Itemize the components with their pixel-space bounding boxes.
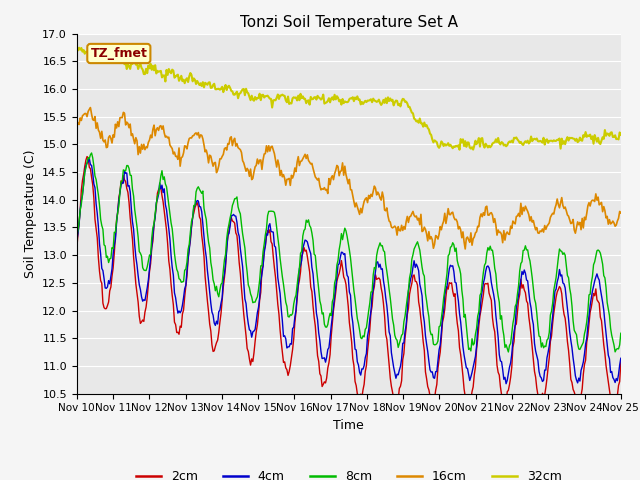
8cm (504, 349, 512, 355)
32cm (617, 132, 625, 137)
16cm (243, 166, 251, 171)
2cm (609, 404, 617, 410)
Line: 16cm: 16cm (77, 108, 621, 249)
4cm (502, 381, 510, 386)
16cm (378, 189, 386, 195)
32cm (569, 136, 577, 142)
Y-axis label: Soil Temperature (C): Soil Temperature (C) (24, 149, 36, 278)
16cm (569, 216, 577, 222)
16cm (73, 123, 81, 129)
Line: 32cm: 32cm (77, 48, 621, 150)
2cm (568, 380, 576, 385)
Legend: 2cm, 4cm, 8cm, 16cm, 32cm: 2cm, 4cm, 8cm, 16cm, 32cm (131, 465, 567, 480)
2cm (303, 253, 311, 259)
4cm (86, 156, 93, 161)
8cm (243, 269, 251, 275)
Line: 8cm: 8cm (77, 153, 621, 352)
8cm (303, 219, 311, 225)
8cm (73, 234, 81, 240)
4cm (474, 325, 481, 331)
32cm (404, 104, 412, 110)
2cm (243, 346, 251, 351)
4cm (303, 239, 311, 245)
8cm (569, 318, 577, 324)
16cm (404, 219, 412, 225)
2cm (73, 246, 81, 252)
16cm (617, 210, 625, 216)
2cm (404, 305, 412, 311)
8cm (617, 330, 625, 336)
32cm (378, 100, 386, 106)
32cm (243, 89, 251, 95)
8cm (474, 313, 481, 319)
8cm (378, 243, 386, 249)
16cm (475, 224, 483, 229)
4cm (243, 312, 251, 318)
2cm (617, 360, 625, 365)
4cm (404, 288, 412, 294)
16cm (461, 246, 469, 252)
16cm (303, 152, 311, 158)
2cm (378, 291, 386, 297)
4cm (569, 355, 577, 361)
4cm (617, 355, 625, 361)
32cm (76, 45, 83, 50)
Text: TZ_fmet: TZ_fmet (90, 47, 147, 60)
2cm (474, 336, 481, 342)
X-axis label: Time: Time (333, 419, 364, 432)
Title: Tonzi Soil Temperature Set A: Tonzi Soil Temperature Set A (240, 15, 458, 30)
32cm (456, 147, 463, 153)
2cm (83, 154, 91, 159)
Line: 4cm: 4cm (77, 158, 621, 384)
16cm (86, 105, 94, 110)
4cm (378, 266, 386, 272)
4cm (73, 239, 81, 244)
8cm (404, 287, 412, 293)
8cm (88, 150, 95, 156)
Line: 2cm: 2cm (77, 156, 621, 407)
32cm (475, 135, 483, 141)
32cm (303, 98, 311, 104)
32cm (73, 48, 81, 53)
